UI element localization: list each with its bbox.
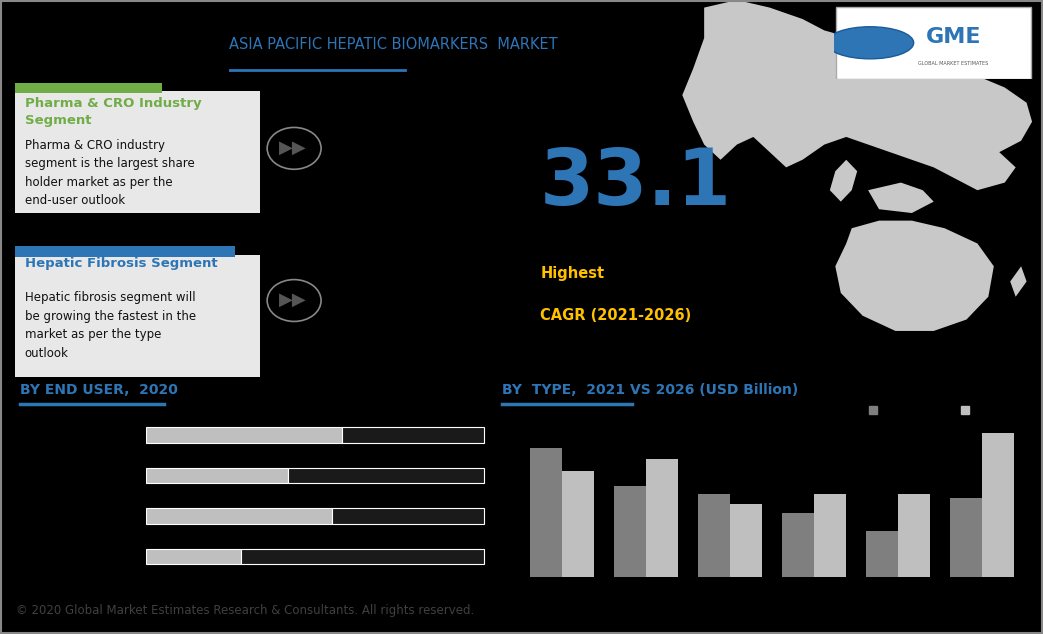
Text: Hepatic Fibrosis Segment: Hepatic Fibrosis Segment bbox=[25, 257, 217, 270]
Polygon shape bbox=[682, 0, 1033, 190]
Bar bbox=[146, 427, 342, 443]
Text: ASIA PACIFIC HEPATIC BIOMARKERS  MARKET: ASIA PACIFIC HEPATIC BIOMARKERS MARKET bbox=[229, 37, 558, 52]
Bar bbox=[730, 504, 761, 577]
Circle shape bbox=[826, 27, 914, 59]
Bar bbox=[342, 427, 484, 443]
Bar bbox=[241, 549, 484, 564]
Text: GME: GME bbox=[925, 27, 981, 47]
Text: ▶▶: ▶▶ bbox=[280, 291, 308, 309]
Polygon shape bbox=[868, 183, 933, 213]
Polygon shape bbox=[830, 160, 857, 202]
Bar bbox=[288, 468, 484, 483]
Bar bbox=[898, 493, 930, 577]
Text: © 2020 Global Market Estimates Research & Consultants. All rights reserved.: © 2020 Global Market Estimates Research … bbox=[16, 604, 474, 617]
Text: CAGR (2021-2026): CAGR (2021-2026) bbox=[540, 308, 692, 323]
Bar bbox=[814, 493, 846, 577]
Bar bbox=[983, 433, 1014, 577]
Bar bbox=[146, 468, 288, 483]
Text: GLOBAL MARKET ESTIMATES: GLOBAL MARKET ESTIMATES bbox=[918, 61, 989, 66]
Bar bbox=[950, 498, 983, 577]
Bar bbox=[782, 514, 814, 577]
Text: 33.1: 33.1 bbox=[540, 145, 732, 221]
Text: BY  TYPE,  2021 VS 2026 (USD Billion): BY TYPE, 2021 VS 2026 (USD Billion) bbox=[502, 383, 798, 397]
Polygon shape bbox=[835, 221, 994, 331]
Text: ▶▶: ▶▶ bbox=[280, 139, 308, 157]
Bar bbox=[613, 486, 646, 577]
Text: Hepatic fibrosis segment will
be growing the fastest in the
market as per the ty: Hepatic fibrosis segment will be growing… bbox=[25, 291, 196, 359]
Bar bbox=[698, 493, 730, 577]
Text: Pharma & CRO industry
segment is the largest share
holder market as per the
end-: Pharma & CRO industry segment is the lar… bbox=[25, 139, 194, 207]
Bar bbox=[332, 508, 484, 524]
Bar bbox=[15, 91, 260, 213]
Bar bbox=[561, 471, 593, 577]
Text: BY END USER,  2020: BY END USER, 2020 bbox=[20, 383, 178, 397]
Bar bbox=[146, 549, 241, 564]
Bar bbox=[146, 508, 332, 524]
Bar bbox=[646, 458, 678, 577]
Polygon shape bbox=[1011, 266, 1026, 297]
Bar bbox=[866, 531, 898, 577]
Text: Highest: Highest bbox=[540, 266, 604, 281]
Text: Pharma & CRO Industry
Segment: Pharma & CRO Industry Segment bbox=[25, 97, 201, 127]
Bar bbox=[530, 448, 561, 577]
Bar bbox=[15, 255, 260, 377]
Bar bbox=[15, 82, 162, 93]
Bar bbox=[15, 246, 236, 257]
